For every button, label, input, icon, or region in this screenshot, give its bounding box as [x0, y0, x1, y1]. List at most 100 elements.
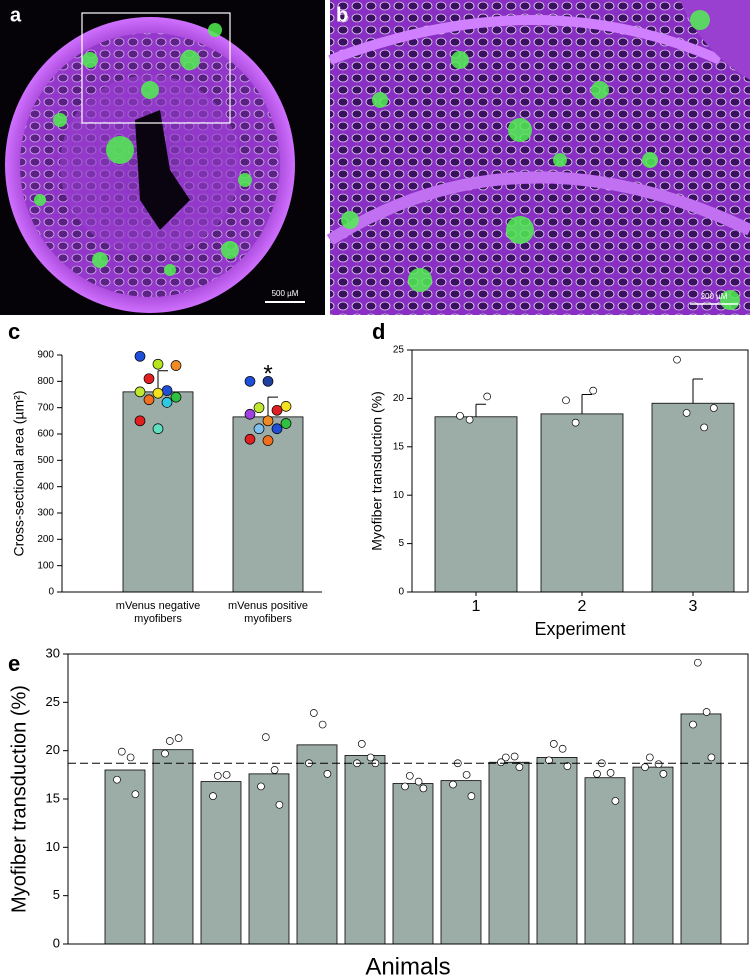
y-tick-label: 600: [37, 429, 54, 440]
data-point: [161, 397, 173, 408]
data-point: [209, 792, 217, 800]
data-point: [213, 771, 222, 780]
data-point: [659, 770, 668, 778]
x-tick-label: 1: [472, 598, 481, 615]
y-tick-label: 15: [46, 790, 60, 805]
x-tick-label: 3: [689, 598, 698, 615]
data-point: [545, 756, 553, 765]
data-point: [414, 777, 423, 786]
y-axis-label: Myofiber transduction (%): [8, 685, 30, 913]
y-tick-label: 30: [46, 645, 60, 660]
data-point: [152, 387, 164, 399]
data-point: [405, 771, 414, 780]
data-point: [280, 418, 292, 429]
data-point: [126, 753, 135, 762]
data-point: [323, 770, 332, 778]
data-point: [244, 408, 256, 420]
x-tick-label: 2: [578, 598, 587, 615]
data-point: [700, 423, 709, 432]
y-tick-label: 5: [53, 887, 60, 902]
x-axis-label: Animals: [365, 953, 450, 977]
data-point: [134, 350, 146, 362]
bar: [632, 766, 674, 945]
data-point: [689, 720, 697, 729]
data-point: [262, 375, 274, 387]
data-point: [366, 753, 375, 762]
x-tick-label: mVenus positive myofibers: [227, 600, 309, 625]
data-point: [318, 720, 327, 729]
data-point: [467, 792, 476, 800]
y-tick-label: 300: [37, 508, 54, 519]
bar: [584, 777, 626, 945]
data-point: [244, 433, 256, 445]
data-point: [270, 766, 279, 774]
y-tick-label: 500: [37, 455, 54, 466]
y-tick-label: 10: [393, 490, 405, 501]
data-point: [589, 386, 598, 395]
data-point: [170, 391, 182, 403]
data-point: [549, 740, 558, 748]
y-tick-label: 100: [37, 560, 54, 571]
bar: [232, 416, 304, 593]
bar: [122, 391, 194, 593]
data-point: [449, 780, 457, 789]
data-point: [280, 401, 292, 412]
data-point: [161, 385, 173, 396]
bar: [540, 413, 624, 593]
y-tick-label: 10: [46, 839, 60, 854]
data-point: [702, 708, 711, 716]
y-tick-label: 15: [393, 441, 405, 452]
y-tick-label: 25: [393, 345, 405, 356]
data-point: [131, 790, 140, 799]
bar: [536, 757, 578, 945]
axes-frame: [67, 653, 749, 945]
bar: [296, 744, 338, 945]
bar: [104, 769, 146, 945]
data-point: [261, 733, 270, 741]
data-point: [558, 744, 567, 753]
annotation: *: [263, 360, 272, 387]
y-tick-label: 25: [46, 694, 60, 709]
x-axis-label: Experiment: [534, 619, 625, 639]
data-point: [134, 386, 146, 398]
bar: [651, 402, 735, 593]
y-tick-label: 0: [53, 935, 60, 950]
data-point: [510, 752, 519, 761]
y-axis-label: Myofiber transduction (%): [369, 391, 385, 551]
data-point: [152, 423, 164, 435]
data-point: [682, 409, 691, 417]
data-point: [143, 373, 155, 385]
y-axis-label: Cross-sectional area (µm²): [11, 391, 27, 557]
data-point: [654, 760, 663, 769]
bar: [680, 713, 722, 945]
panel-label: a: [10, 4, 22, 26]
data-point: [165, 737, 174, 745]
data-point: [152, 358, 164, 370]
y-tick-label: 400: [37, 481, 54, 492]
data-point: [174, 734, 183, 742]
data-point: [357, 740, 366, 748]
bar: [152, 749, 194, 945]
bar: [440, 780, 482, 945]
y-tick-label: 5: [398, 538, 404, 549]
data-point: [483, 392, 492, 401]
data-point: [606, 769, 615, 777]
scale-bar-label: 200 µM: [701, 292, 728, 301]
data-point: [709, 404, 718, 412]
data-point: [271, 404, 283, 416]
data-point: [309, 709, 318, 717]
data-point: [253, 423, 265, 435]
y-tick-label: 20: [393, 393, 405, 404]
data-point: [641, 763, 649, 771]
data-point: [707, 753, 716, 762]
data-point: [501, 753, 510, 762]
y-tick-label: 0: [398, 587, 404, 598]
y-tick-label: 800: [37, 376, 54, 387]
data-point: [244, 375, 256, 387]
bar: [248, 773, 290, 945]
y-tick-label: 20: [46, 742, 60, 757]
data-point: [562, 396, 570, 405]
data-point: [161, 749, 169, 758]
y-tick-label: 200: [37, 534, 54, 545]
